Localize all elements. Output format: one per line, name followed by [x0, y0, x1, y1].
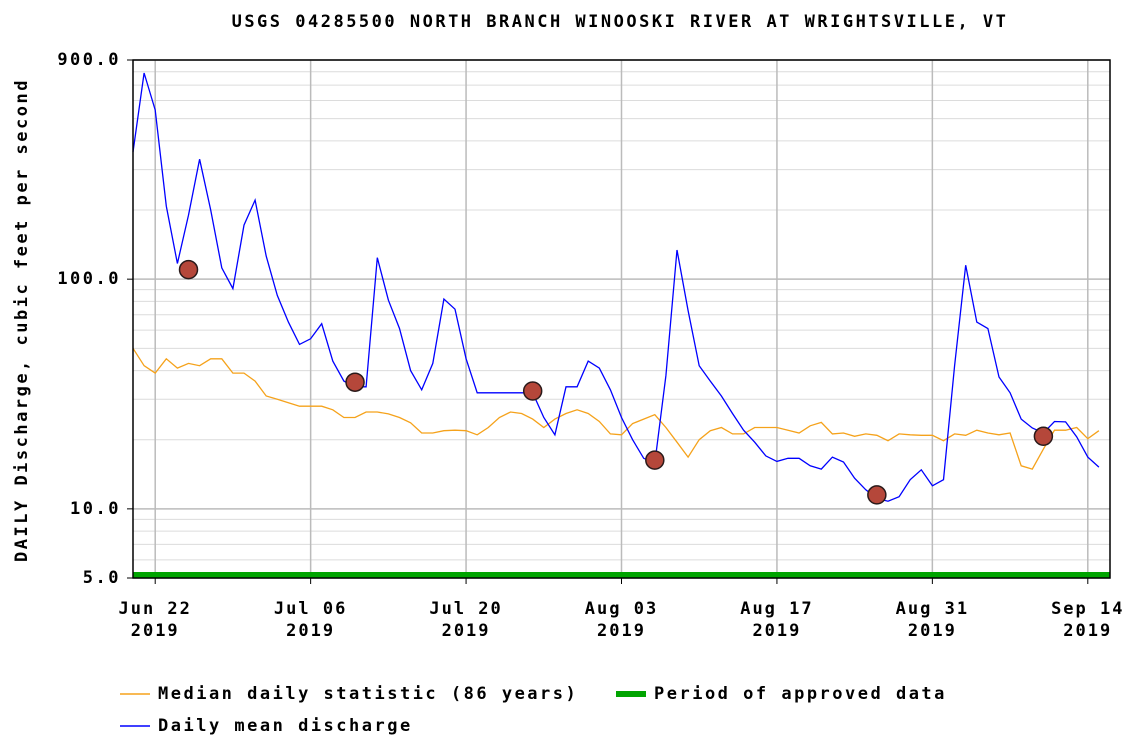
legend-label: Period of approved data: [654, 684, 947, 704]
y-axis-label: DAILY Discharge, cubic feet per second: [12, 78, 32, 562]
plot-frame: [132, 59, 1111, 579]
y-tick-label: 5.0: [83, 568, 121, 588]
legend: Median daily statistic (86 years) Period …: [120, 684, 947, 736]
approved-period-bar: [133, 572, 1110, 578]
chart-title: USGS 04285500 NORTH BRANCH WINOOSKI RIVE…: [232, 12, 1009, 32]
x-tick-label: Aug 17 2019: [740, 599, 814, 641]
highlight-marker: [867, 485, 887, 505]
y-tick-label: 900.0: [57, 50, 121, 70]
y-tick-label: 100.0: [57, 269, 121, 289]
x-tick-label: Jun 22 2019: [118, 599, 192, 641]
x-tick-label: Jul 20 2019: [429, 599, 503, 641]
legend-label: Median daily statistic (86 years): [158, 684, 578, 704]
highlight-marker: [345, 372, 365, 392]
y-tick-label: 10.0: [70, 499, 121, 519]
highlight-marker: [1033, 426, 1054, 447]
series-line: [132, 72, 1100, 502]
x-tick-label: Aug 31 2019: [895, 599, 970, 641]
x-tick-label: Sep 14 2019: [1051, 599, 1124, 641]
highlight-marker: [178, 259, 199, 280]
highlight-marker: [645, 450, 665, 470]
x-tick-label: Jul 06 2019: [273, 599, 348, 641]
legend-label: Daily mean discharge: [158, 716, 413, 736]
x-tick-label: Aug 03 2019: [584, 599, 659, 641]
series-line: [132, 347, 1100, 470]
highlight-marker: [522, 381, 543, 401]
